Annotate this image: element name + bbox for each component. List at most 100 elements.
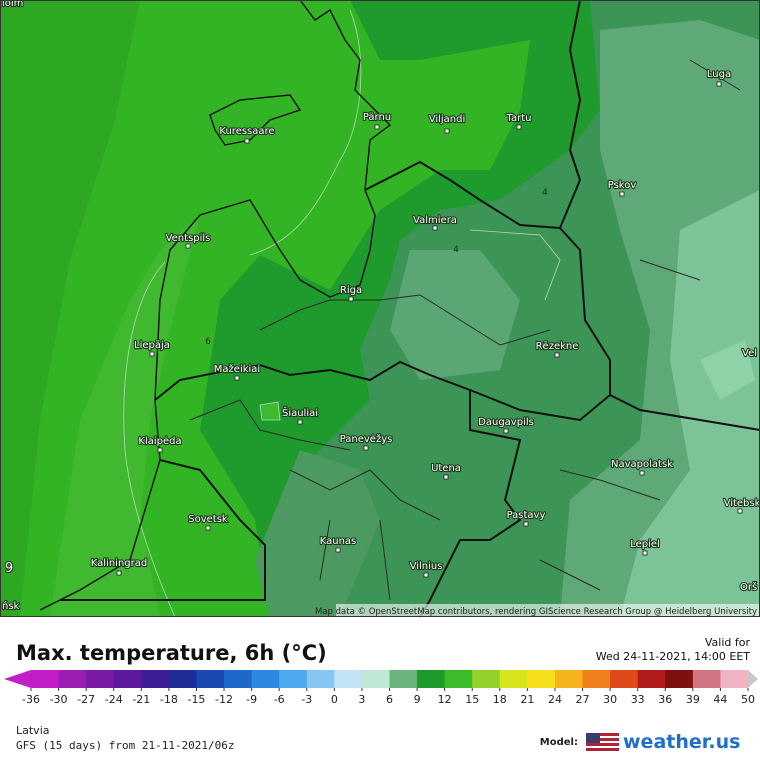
- colorbar-tick-label: 27: [576, 693, 590, 706]
- edge-label: iolm: [2, 0, 23, 9]
- city-label: Lepiel: [630, 539, 660, 550]
- city-label: Pastavy: [507, 510, 546, 521]
- colorbar-tick-label: 24: [548, 693, 562, 706]
- temp-zone: [50, 215, 200, 617]
- city-dot: [297, 419, 303, 425]
- colorbar-tick-label: 30: [603, 693, 617, 706]
- city-dot: [523, 521, 529, 527]
- city-label: Riga: [340, 285, 362, 296]
- colorbar-swatch: [527, 670, 556, 688]
- city-labels: Kuressaare Pärnu Viljandi Tartu Luga Psk…: [1, 0, 760, 613]
- colorbar-swatch: [141, 670, 170, 688]
- city-dot: [335, 547, 341, 553]
- colorbar-swatch: [361, 670, 390, 688]
- country-border: [559, 0, 582, 229]
- colorbar-tick-label: -30: [50, 693, 68, 706]
- city-dot: [149, 351, 155, 357]
- colorbar-tick-label: -36: [22, 693, 40, 706]
- colorbar-tick-label: -27: [77, 693, 95, 706]
- temp-zone: [700, 340, 755, 400]
- temp-zone: [620, 190, 760, 617]
- colorbar-tick-label: 18: [493, 693, 507, 706]
- legend: Max. temperature, 6h (°C) Valid for Wed …: [4, 636, 758, 706]
- city-dot: [716, 81, 722, 87]
- model-run: GFS (15 days) from 21-11-2021/06z: [16, 739, 235, 752]
- colorbar-tick-label: -9: [246, 693, 257, 706]
- city-dot: [503, 428, 509, 434]
- colorbar-swatch: [665, 670, 694, 688]
- colorbar-tick-label: 9: [414, 693, 421, 706]
- isotherm-patch: [259, 401, 281, 421]
- contour-label: 4: [453, 245, 459, 255]
- attribution-bg: [336, 604, 760, 617]
- city-label: Vilnius: [410, 561, 443, 572]
- city-dot: [432, 225, 438, 231]
- city-dot: [363, 445, 369, 451]
- colorbar-tick-label: -3: [301, 693, 312, 706]
- isotherm: [469, 229, 561, 301]
- colorbar-swatch: [196, 670, 225, 688]
- city-dot: [619, 191, 625, 197]
- colorbar-swatch: [417, 670, 446, 688]
- valid-label: Valid for: [705, 636, 751, 649]
- footer: Latvia GFS (15 days) from 21-11-2021/06z…: [16, 724, 740, 753]
- city-label: Mažeikiai: [214, 363, 260, 375]
- contour-label: 6: [205, 337, 211, 347]
- contour-labels: 4 4 6 9: [4, 188, 548, 577]
- colorbar-tick-label: -6: [274, 693, 285, 706]
- district-border: [189, 59, 741, 601]
- city-dot: [444, 128, 450, 134]
- colorbar-tick-label: -18: [160, 693, 178, 706]
- map: Kuressaare Pärnu Viljandi Tartu Luga Psk…: [0, 0, 760, 618]
- city-dot: [554, 352, 560, 358]
- edge-label: ńsk: [2, 600, 20, 612]
- valid-time: Wed 24-11-2021, 14:00 EET: [596, 650, 750, 663]
- colorbar-tick-label: -21: [132, 693, 150, 706]
- city-label: Daugavpils: [478, 417, 534, 428]
- colorbar-swatch: [31, 670, 60, 688]
- city-dot: [348, 296, 354, 302]
- city-dots: [116, 81, 743, 578]
- colorbar-tick-label: -24: [105, 693, 123, 706]
- colorbar-swatch: [720, 670, 749, 688]
- colorbar-tick-label: 3: [358, 693, 365, 706]
- city-label: Navapolatsk: [611, 459, 673, 470]
- colorbar-swatch: [334, 670, 363, 688]
- city-dot: [244, 138, 250, 144]
- colorbar-swatch: [444, 670, 473, 688]
- colorbar-tick-label: 39: [686, 693, 700, 706]
- city-dot: [116, 570, 122, 576]
- brand[interactable]: weather.us: [623, 731, 740, 753]
- colorbar-swatch: [251, 670, 280, 688]
- colorbar-swatch: [389, 670, 418, 688]
- colorbar-swatch: [279, 670, 308, 688]
- colorbar-tick-label: -15: [187, 693, 205, 706]
- colorbar-tick-label: 21: [520, 693, 534, 706]
- temp-zone: [255, 450, 380, 617]
- city-dot: [443, 474, 449, 480]
- city-label: Kuressaare: [219, 126, 274, 137]
- city-dot: [642, 550, 648, 556]
- legend-title: Max. temperature, 6h (°C): [16, 641, 327, 665]
- colorbar: -36 -30 -27 -24 -21 -18 -15 -12 -9 -6 -3 0 3 6 9 12 15 18…: [4, 670, 758, 706]
- colorbar-swatch: [554, 670, 584, 688]
- colorbar-swatch: [692, 670, 721, 688]
- colorbar-tick-label: 15: [465, 693, 479, 706]
- city-label: Valmiera: [413, 215, 457, 226]
- colorbar-swatch: [86, 670, 115, 688]
- city-dot: [234, 375, 240, 381]
- temp-zone: [0, 0, 140, 617]
- city-label: Liepāja: [134, 340, 170, 351]
- edge-label: Vel: [742, 348, 757, 359]
- city-dot: [205, 525, 211, 531]
- colorbar-swatch: [224, 670, 253, 688]
- colorbar-swatch: [113, 670, 142, 688]
- isotherm: [123, 261, 176, 618]
- city-label: Kaunas: [320, 536, 357, 547]
- city-label: Kaliningrad: [91, 558, 147, 569]
- contour-label: 4: [542, 188, 548, 198]
- city-label: Luga: [707, 69, 731, 80]
- colorbar-swatch: [582, 670, 611, 688]
